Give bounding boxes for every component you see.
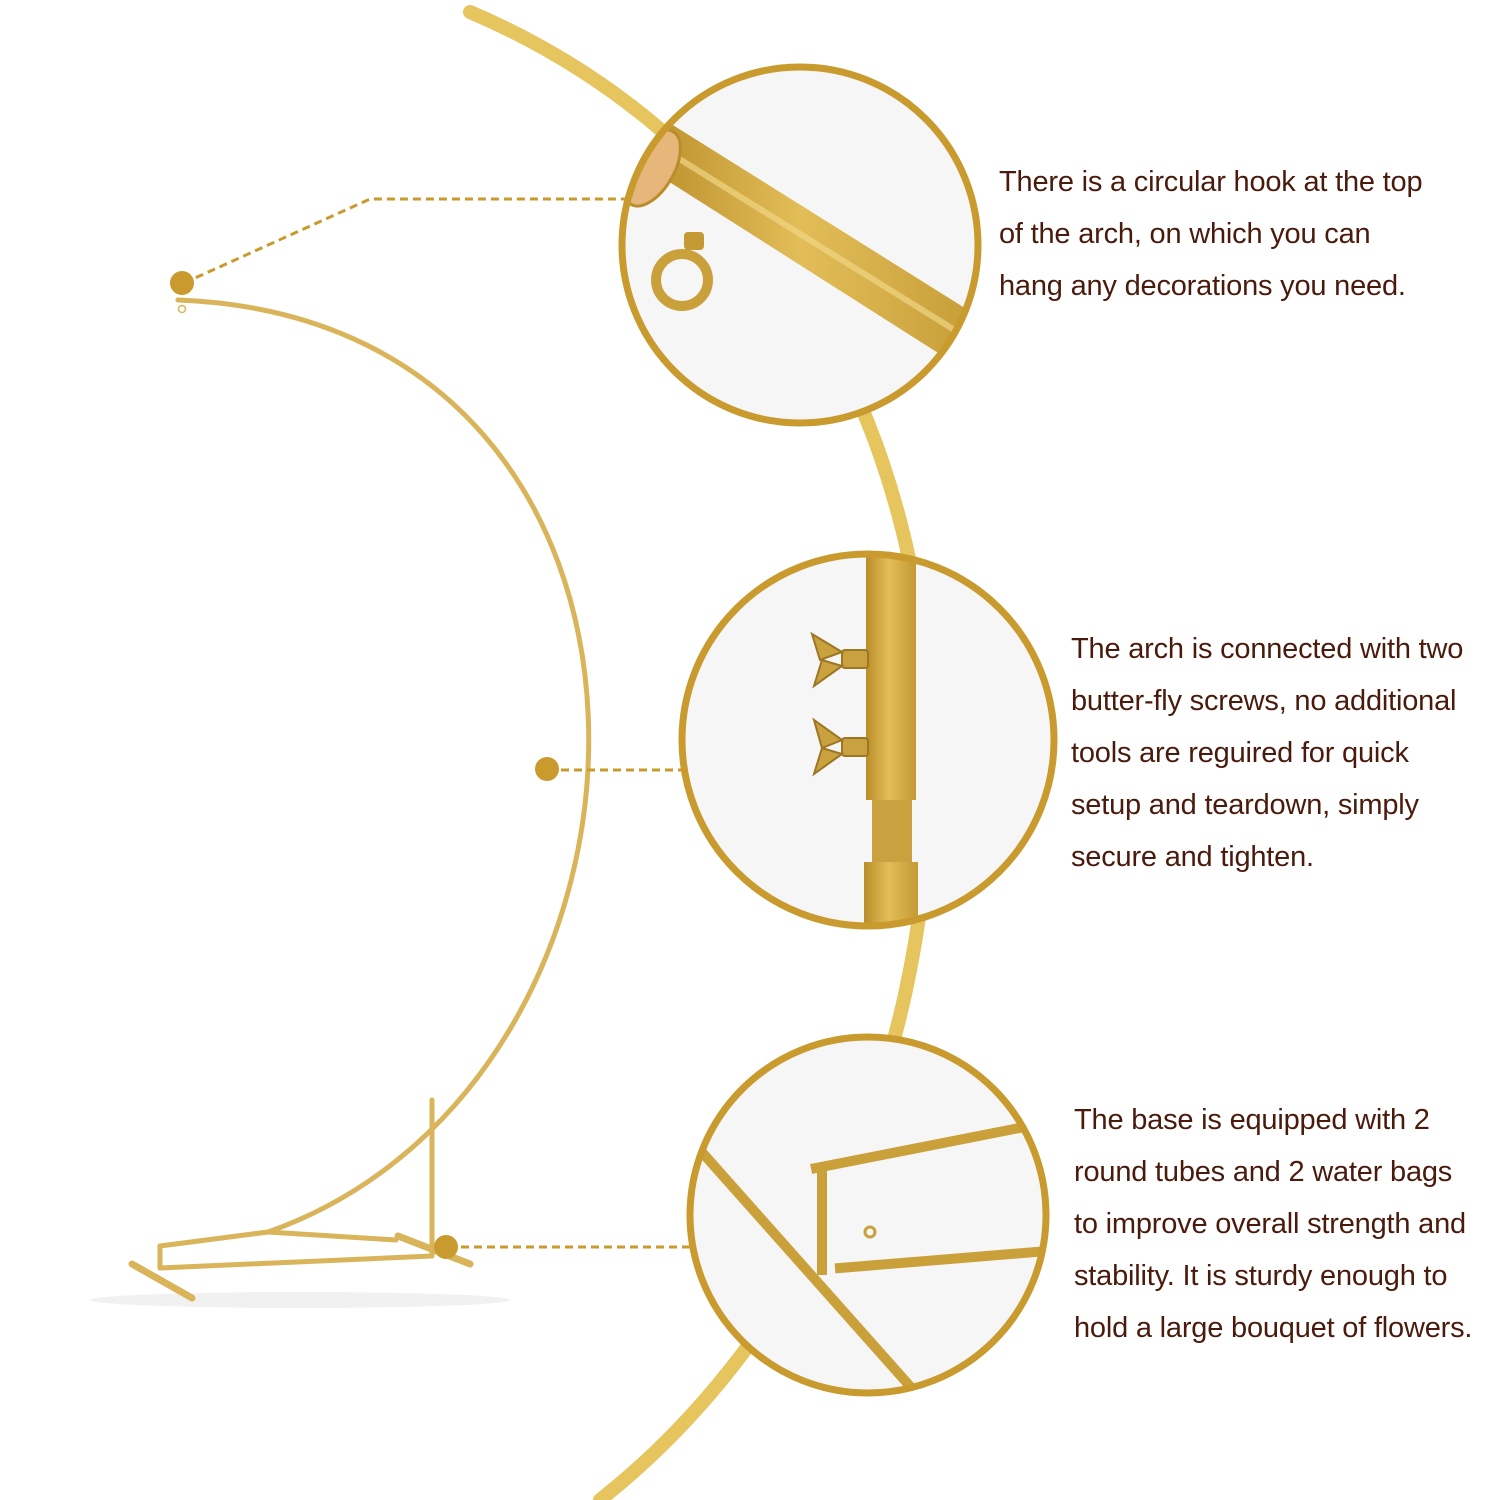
caption-base-line-4: stability. It is sturdy enough to [1074,1260,1448,1292]
base-foot-right [394,1232,474,1268]
connector-dot-hook [170,271,194,295]
connector-dot-base [434,1235,458,1259]
detail-circle-hook [618,63,982,427]
caption-screws: The arch is connected with two butter-fl… [1071,623,1463,883]
caption-base-line-2: round tubes and 2 water bags [1074,1156,1453,1188]
base-lower-rail [834,1244,1046,1274]
caption-screws-line-3: tools are reguired for quick [1071,737,1409,769]
caption-hook: There is a circular hook at the top of t… [999,156,1423,312]
caption-screws-line-5: secure and tighten. [1071,841,1314,873]
connector-line-hook [183,197,630,285]
butterfly-screw-icon-2 [812,717,869,777]
detail-circle-screws [678,550,1058,930]
top-hook-small [177,304,187,314]
hook-ring-icon [651,249,713,311]
arch-base-frame [157,1097,435,1271]
caption-base-line-5: hold a large bouquet of flowers. [1074,1312,1473,1344]
base-foot-left [128,1260,196,1302]
caption-hook-line-2: of the arch, on which you can [999,218,1371,250]
caption-screws-line-4: setup and teardown, simply [1071,789,1419,821]
floor-shadow [90,1292,510,1308]
caption-hook-line-1: There is a circular hook at the top [999,166,1423,198]
caption-hook-line-3: hang any decorations you need. [999,270,1406,302]
arch-curve [175,297,592,1235]
detail-circle-base [686,1033,1050,1397]
caption-screws-line-1: The arch is connected with two [1071,633,1464,665]
caption-base-line-3: to improve overall strength and [1074,1208,1466,1240]
callout-connectors [170,197,692,1259]
caption-base-line-1: The base is equipped with 2 [1074,1104,1430,1136]
upright-tube-lower [864,862,918,926]
connector-dot-screws [535,757,559,781]
caption-base: The base is equipped with 2 round tubes … [1074,1094,1472,1354]
half-moon-arch-stand [128,297,592,1302]
butterfly-screw-icon-1 [810,631,869,689]
tube-joint [872,800,912,864]
upright-tube-upper [866,554,916,800]
base-diagonal-rail [692,1142,948,1393]
caption-screws-line-2: butter-fly screws, no additional [1071,685,1457,717]
base-hook-icon [863,1225,877,1239]
